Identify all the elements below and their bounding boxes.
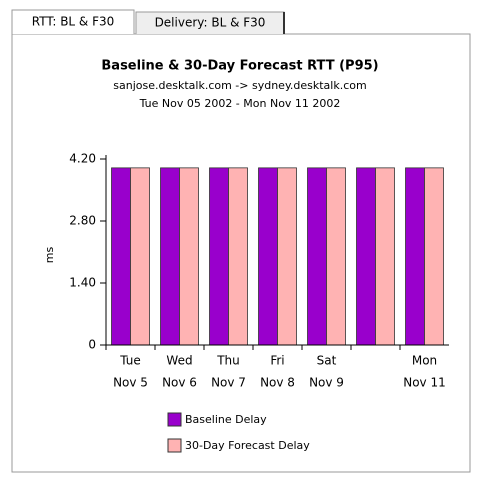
x-tick-label: Nov 9 xyxy=(309,376,344,390)
x-tick-label: Nov 5 xyxy=(113,376,148,390)
y-tick-label: 4.20 xyxy=(69,152,96,166)
legend-swatch xyxy=(167,412,182,427)
bar xyxy=(356,167,376,346)
tab-label[interactable]: RTT: BL & F30 xyxy=(32,15,115,29)
legend-label: Baseline Delay xyxy=(185,413,267,426)
y-tick-label: 2.80 xyxy=(69,214,96,228)
bar xyxy=(424,167,444,346)
bar xyxy=(277,167,297,346)
x-tick-label: Thu xyxy=(216,354,240,368)
x-tick-label: Fri xyxy=(270,354,284,368)
bar xyxy=(375,167,395,346)
y-tick-label: 0 xyxy=(88,338,96,352)
bar xyxy=(228,167,248,346)
x-tick-label: Tue xyxy=(119,354,141,368)
legend-swatch xyxy=(167,438,182,453)
bar xyxy=(405,167,425,346)
active-tab[interactable] xyxy=(11,9,135,34)
tab-label[interactable]: Delivery: BL & F30 xyxy=(155,16,266,30)
legend-label: 30-Day Forecast Delay xyxy=(185,439,310,452)
bar xyxy=(307,167,327,346)
bar xyxy=(111,167,131,346)
x-tick-label: Nov 11 xyxy=(403,376,446,390)
chart-title: Baseline & 30-Day Forecast RTT (P95) xyxy=(101,59,378,74)
chart-subtitle: sanjose.desktalk.com -> sydney.desktalk.… xyxy=(113,79,366,92)
bar xyxy=(179,167,199,346)
x-tick-label: Nov 6 xyxy=(162,376,197,390)
x-tick-label: Sat xyxy=(317,354,337,368)
bar xyxy=(209,167,229,346)
bar xyxy=(130,167,150,346)
bar xyxy=(160,167,180,346)
bar xyxy=(326,167,346,346)
x-tick-label: Wed xyxy=(166,354,192,368)
y-tick-label: 1.40 xyxy=(69,276,96,290)
bar xyxy=(258,167,278,346)
date-range: Tue Nov 05 2002 - Mon Nov 11 2002 xyxy=(139,97,341,110)
x-tick-label: Nov 7 xyxy=(211,376,246,390)
x-tick-label: Nov 8 xyxy=(260,376,295,390)
y-axis-label: ms xyxy=(43,247,56,264)
x-tick-label: Mon xyxy=(412,354,437,368)
